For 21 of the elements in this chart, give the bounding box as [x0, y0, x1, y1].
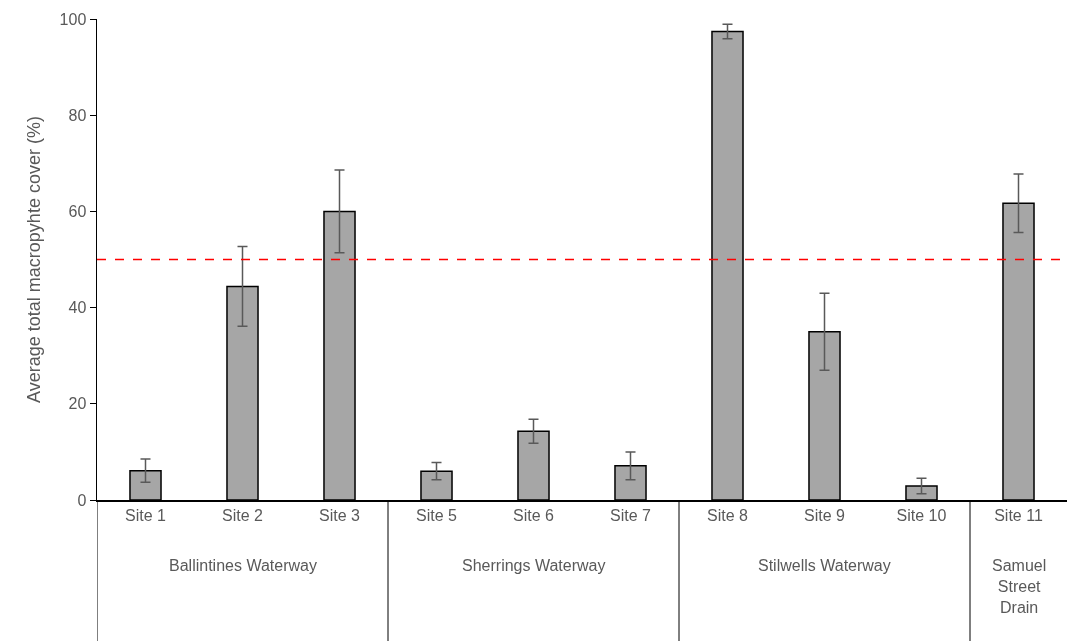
x-tick-label: Site 9 [804, 506, 846, 524]
text: Ballintines Waterway [169, 557, 317, 574]
y-axis-title: Average total macropyhte cover (%) [24, 116, 45, 403]
text: Stilwells Waterway [758, 557, 891, 574]
x-tick-label: Site 1 [125, 506, 167, 524]
y-tick-label: 100 [59, 10, 87, 28]
x-tick-label: Site 3 [319, 506, 361, 524]
x-tick-label: Site 10 [896, 506, 947, 524]
x-tick-label: Site 7 [610, 506, 652, 524]
x-tick-label: Site 5 [416, 506, 458, 524]
y-tick-label: 80 [68, 106, 87, 124]
y-tick-label: 60 [68, 203, 87, 220]
x-tick-label: Site 6 [513, 506, 555, 524]
text: Samuel Street Drain [992, 557, 1047, 616]
y-tick-label: 40 [68, 299, 87, 317]
x-tick-label: Site 11 [994, 506, 1043, 524]
x-tick-label: Site 8 [707, 506, 749, 524]
y-tick-label: 20 [68, 395, 87, 413]
y-tick-label: 0 [77, 491, 87, 509]
x-tick-label: Site 2 [222, 506, 264, 524]
text: Sherrings Waterway [462, 557, 606, 574]
